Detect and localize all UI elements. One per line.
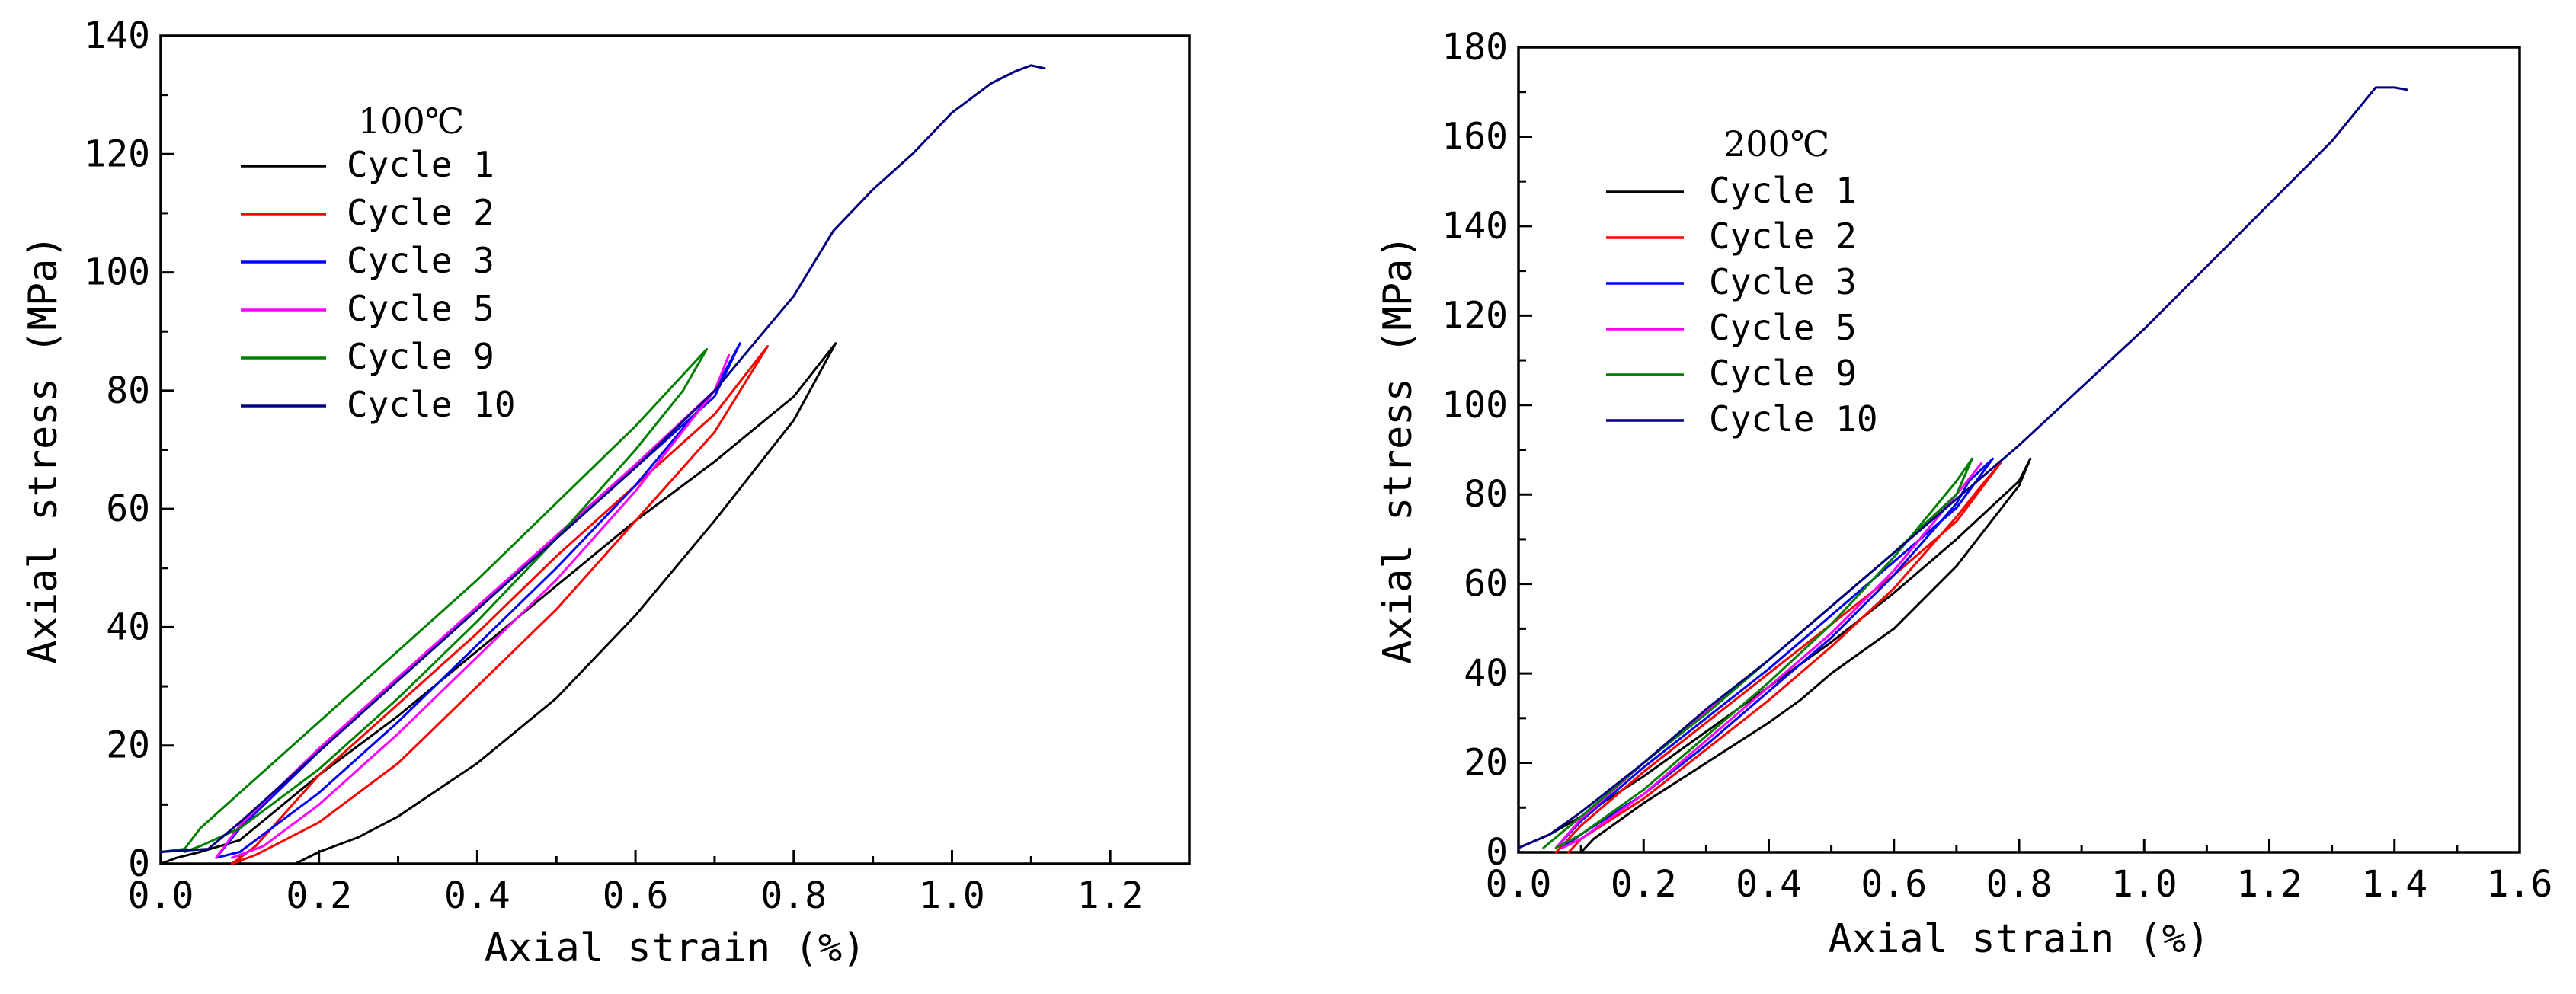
x-axis-label: Axial strain (%) <box>485 925 866 971</box>
series-line-cycle-1 <box>1517 457 2032 854</box>
y-tick-label: 140 <box>1442 205 1508 248</box>
data-series <box>1517 86 2408 854</box>
chart-panel-100c: 0.0 0.2 0.4 0.6 0.8 1.0 1.2020406080100120140 … <box>21 14 1191 971</box>
legend-title: 200℃ <box>1723 123 1829 165</box>
x-tick-label: 0.8 <box>1986 863 2053 906</box>
x-tick-label: 0.0 <box>1486 863 1552 906</box>
y-tick-label: 60 <box>1464 563 1508 606</box>
y-axis-label: Axial stress (MPa) <box>21 235 66 664</box>
series-line-cycle-9 <box>1542 457 1973 849</box>
series-line-cycle-1 <box>159 342 837 865</box>
x-tick-label: 0.6 <box>1861 863 1927 906</box>
legend-label: Cycle 3 <box>347 240 494 281</box>
series-line-cycle-2 <box>1554 462 2002 854</box>
y-tick-label: 120 <box>84 133 150 175</box>
legend-label: Cycle 2 <box>347 192 494 233</box>
data-series <box>159 64 1046 865</box>
legend-label: Cycle 2 <box>1709 216 1857 257</box>
x-tick-label: 1.6 <box>2487 863 2553 906</box>
y-tick-label: 120 <box>1442 294 1508 337</box>
x-tick-label: 1.2 <box>2236 863 2302 906</box>
y-tick-label: 20 <box>1464 742 1508 785</box>
x-tick-label: 0.2 <box>1611 863 1677 906</box>
x-tick-label: 0.2 <box>286 874 352 917</box>
chart-panel-200c: 0.0 0.2 0.4 0.6 0.8 1.0 1.2 1.4 1.6 0 20 40 60 80 100 1… <box>1375 26 2552 962</box>
series-line-cycle-10 <box>159 64 1046 853</box>
y-tick-label: 80 <box>106 369 150 412</box>
legend: 100℃ Cycle 1 Cycle 2 Cycle 3 Cycle 5 Cycle 9… <box>241 101 516 425</box>
x-tick-label: 0.4 <box>1736 863 1802 906</box>
plot-frame <box>1517 46 2521 854</box>
y-tick-label: 0 <box>128 842 150 885</box>
x-tick-label: 0.6 <box>603 874 669 917</box>
y-tick-label: 80 <box>1464 473 1508 516</box>
series-line-cycle-5 <box>215 353 731 859</box>
x-tick-label: 0.0 <box>128 874 194 917</box>
legend-label: Cycle 3 <box>1709 261 1857 302</box>
y-tick-label: 40 <box>1464 652 1508 695</box>
legend-label: Cycle 10 <box>1709 398 1878 439</box>
series-line-cycle-10 <box>1517 86 2408 849</box>
y-tick-label: 20 <box>106 724 150 767</box>
x-tick-label: 1.2 <box>1077 874 1144 917</box>
y-tick-label: 60 <box>106 487 150 530</box>
y-tick-label: 160 <box>1442 115 1508 158</box>
legend-label: Cycle 10 <box>347 384 516 425</box>
x-tick-label: 0.8 <box>760 874 827 917</box>
y-tick-label: 180 <box>1442 26 1508 69</box>
legend-label: Cycle 1 <box>347 144 494 185</box>
y-tick-label: 100 <box>84 251 150 294</box>
x-tick-label: 1.0 <box>919 874 985 917</box>
axis-ticks: 0.0 0.2 0.4 0.6 0.8 1.0 1.2 1.4 1.6 0 20 40 60 80 100 1… <box>1442 26 2552 906</box>
x-axis-label: Axial strain (%) <box>1829 916 2210 962</box>
legend-title: 100℃ <box>358 101 464 142</box>
series-line-cycle-2 <box>231 345 769 865</box>
axis-ticks: 0.0 0.2 0.4 0.6 0.8 1.0 1.2 0 20 40 60 80 100 120 140 <box>84 14 1143 917</box>
series-line-cycle-5 <box>1554 462 1983 849</box>
legend-label: Cycle 9 <box>1709 353 1857 394</box>
legend-label: Cycle 5 <box>1709 307 1857 348</box>
x-tick-label: 1.0 <box>2111 863 2178 906</box>
legend-label: Cycle 5 <box>347 288 494 329</box>
y-tick-label: 40 <box>106 606 150 648</box>
series-line-cycle-3 <box>1554 457 1994 849</box>
y-tick-label: 140 <box>84 14 150 57</box>
legend-label: Cycle 1 <box>1709 170 1857 211</box>
x-tick-label: 0.4 <box>444 874 510 917</box>
y-tick-label: 100 <box>1442 384 1508 427</box>
y-tick-label: 0 <box>1486 831 1508 874</box>
x-tick-label: 1.4 <box>2361 863 2427 906</box>
legend-label: Cycle 9 <box>347 336 494 377</box>
series-line-cycle-9 <box>159 348 708 853</box>
y-axis-label: Axial stress (MPa) <box>1375 235 1421 664</box>
